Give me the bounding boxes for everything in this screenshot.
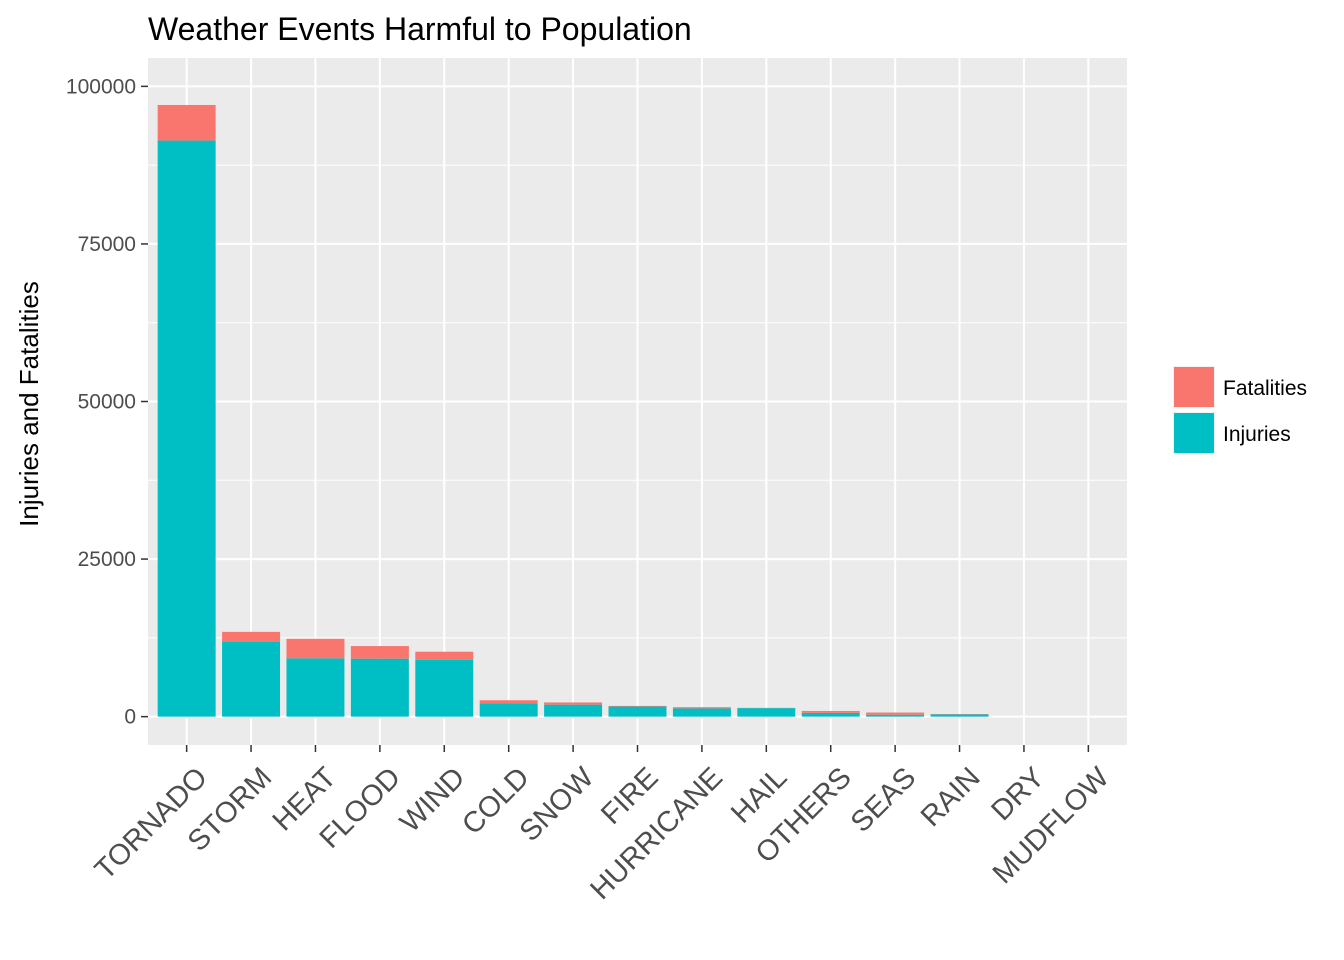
x-tick-label-wind: WIND: [394, 761, 471, 838]
bar-fatalities-seas: [866, 712, 925, 715]
legend-label-fatalities: Fatalities: [1223, 377, 1307, 400]
y-tick-label: 100000: [66, 75, 136, 98]
legend-key-fatalities: [1174, 367, 1214, 407]
legend-key-injuries: [1174, 413, 1214, 453]
bar-injuries-others: [801, 712, 860, 717]
bar-injuries-seas: [866, 714, 925, 717]
y-tick-label: 50000: [78, 391, 136, 414]
bar-injuries-snow: [544, 704, 603, 717]
x-tick-label-snow: SNOW: [514, 761, 601, 848]
bar-fatalities-snow: [544, 702, 603, 705]
bar-injuries-hail: [737, 708, 796, 717]
bar-injuries-wind: [415, 659, 474, 717]
y-tick-label: 75000: [78, 233, 136, 256]
bar-injuries-rain: [930, 714, 989, 717]
bar-fatalities-storm: [222, 631, 281, 642]
bar-fatalities-cold: [479, 700, 538, 704]
y-tick-label: 25000: [78, 548, 136, 571]
bar-fatalities-wind: [415, 651, 474, 660]
bar-fatalities-heat: [286, 638, 345, 659]
bar-fatalities-tornado: [157, 104, 216, 141]
y-axis-title: Injuries and Fatalities: [14, 281, 44, 527]
x-tick-label-rain: RAIN: [915, 761, 987, 833]
bar-injuries-tornado: [157, 140, 216, 717]
bar-fatalities-fire: [608, 705, 667, 707]
bar-injuries-flood: [350, 658, 409, 717]
bar-fatalities-others: [801, 710, 860, 713]
y-tick-label: 0: [124, 706, 136, 729]
bar-injuries-storm: [222, 641, 281, 717]
legend-label-injuries: Injuries: [1223, 423, 1291, 446]
bar-injuries-cold: [479, 703, 538, 717]
x-tick-label-seas: SEAS: [845, 761, 922, 838]
bar-fatalities-flood: [350, 646, 409, 659]
bar-injuries-heat: [286, 658, 345, 717]
bar-injuries-fire: [608, 706, 667, 717]
legend: Fatalities Injuries: [1173, 366, 1307, 454]
bar-injuries-hurricane: [672, 708, 731, 717]
bar-fatalities-hurricane: [672, 707, 731, 709]
chart-title: Weather Events Harmful to Population: [148, 11, 692, 47]
bars: [157, 104, 989, 717]
